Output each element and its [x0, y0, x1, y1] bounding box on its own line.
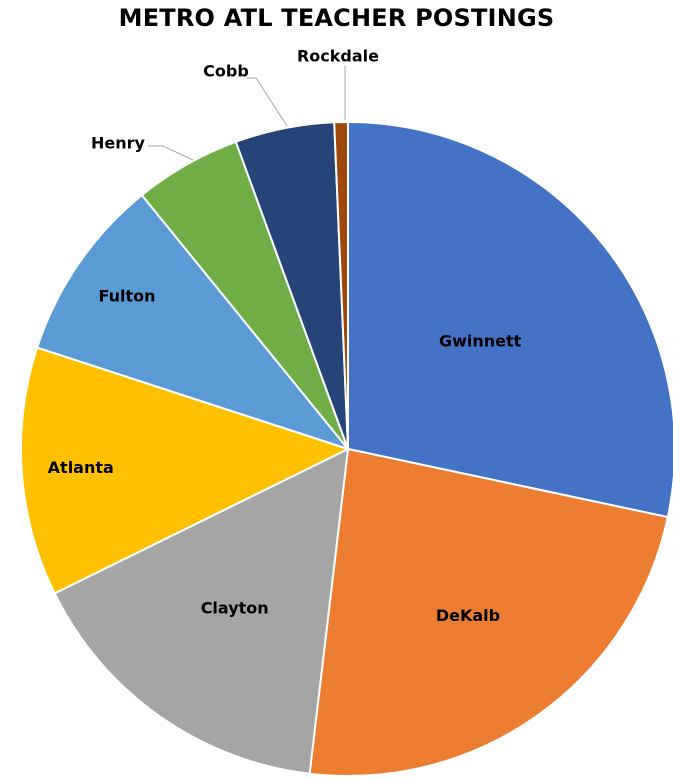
slice-labels: Gwinnett DeKalb Clayton Atlanta Fulton Henry C… — [48, 47, 522, 625]
leader-lines — [148, 66, 346, 161]
pie-slice-clayton — [53, 448, 349, 775]
pie-slice-rockdale — [333, 121, 349, 450]
leader-line-cobb — [247, 77, 288, 127]
slice-label-rockdale: Rockdale — [297, 47, 379, 66]
pie-slice-fulton — [36, 194, 349, 450]
pie-slice-dekalb — [308, 448, 669, 777]
slice-label-clayton: Clayton — [201, 599, 269, 618]
chart-title: METRO ATL TEACHER POSTINGS — [118, 4, 555, 32]
pie-slices — [20, 121, 673, 777]
slice-label-atlanta: Atlanta — [48, 458, 114, 477]
slice-label-cobb: Cobb — [203, 62, 249, 81]
pie-slice-atlanta — [20, 346, 349, 595]
slice-label-dekalb: DeKalb — [436, 606, 500, 625]
slice-label-henry: Henry — [91, 134, 146, 153]
slice-label-fulton: Fulton — [98, 287, 155, 306]
pie-slice-gwinnett — [347, 121, 673, 519]
leader-line-henry — [148, 145, 194, 161]
slice-label-gwinnett: Gwinnett — [439, 332, 522, 351]
